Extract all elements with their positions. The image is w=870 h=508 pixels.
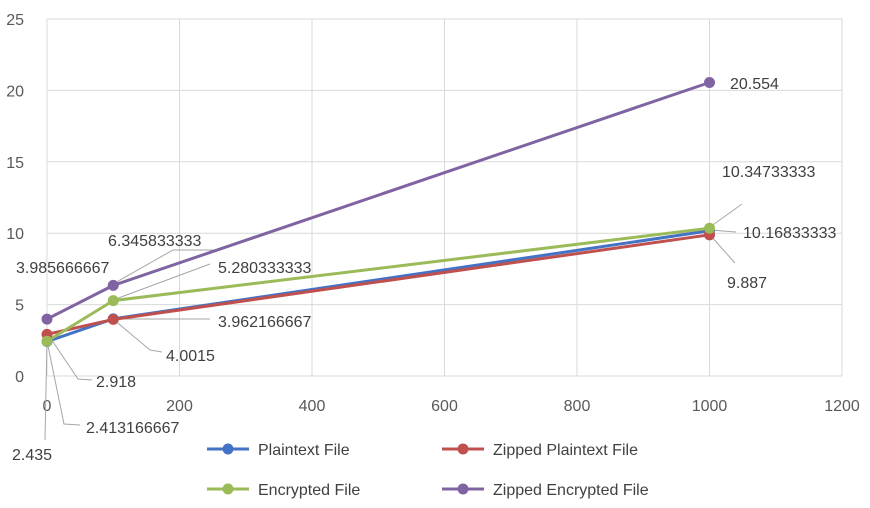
legend-item: Zipped Encrypted File — [442, 482, 649, 499]
leader-line — [112, 263, 211, 301]
data-point — [41, 335, 53, 347]
data-label: 3.985666667 — [16, 260, 110, 277]
leader-line — [709, 234, 736, 264]
data-label: 20.554 — [730, 76, 779, 93]
data-point — [704, 76, 715, 88]
data-point — [704, 222, 715, 234]
x-tick-label: 400 — [299, 398, 326, 415]
y-tick-label: 20 — [6, 83, 24, 100]
data-label: 2.413166667 — [86, 420, 180, 437]
data-label: 9.887 — [727, 275, 767, 292]
data-label: 10.34733333 — [722, 164, 816, 181]
x-tick-label: 600 — [431, 398, 458, 415]
data-point — [107, 313, 119, 325]
legend-label: Encrypted File — [258, 482, 360, 499]
x-tick-label: 0 — [43, 398, 52, 415]
leader-line — [44, 340, 48, 441]
data-label: 4.0015 — [166, 348, 215, 365]
leader-line — [112, 318, 163, 353]
y-tick-label: 15 — [6, 155, 24, 172]
data-point — [107, 295, 119, 307]
legend-item: Zipped Plaintext File — [442, 442, 638, 459]
axis-ticks: 0 5 10 15 20 25 0 200 400 600 800 1000 1200 — [6, 12, 860, 415]
legend-item: Plaintext File — [207, 442, 350, 459]
leader-line — [46, 332, 93, 381]
series-markers — [41, 76, 715, 348]
data-labels: 2.413166667 4.0015 10.16833333 2.918 3.96216… — [12, 76, 837, 464]
label-leader-lines — [44, 203, 743, 441]
gridlines — [46, 18, 843, 377]
legend-swatch-marker — [222, 443, 234, 455]
leader-line — [46, 340, 81, 426]
legend-swatch-marker — [222, 483, 234, 495]
data-point — [107, 279, 119, 291]
legend-label: Plaintext File — [258, 442, 350, 459]
legend: Plaintext File Zipped Plaintext File Encry… — [207, 442, 649, 499]
series-lines — [46, 81, 710, 343]
x-tick-label: 1000 — [692, 398, 728, 415]
data-label: 2.918 — [96, 374, 136, 391]
y-tick-label: 10 — [6, 226, 24, 243]
leader-line — [112, 249, 216, 285]
legend-swatch-marker — [457, 443, 469, 455]
x-tick-label: 1200 — [824, 398, 860, 415]
data-label: 6.345833333 — [108, 233, 202, 250]
data-label: 5.280333333 — [218, 260, 312, 277]
data-label: 2.435 — [12, 447, 52, 464]
y-tick-label: 25 — [6, 12, 24, 29]
legend-label: Zipped Encrypted File — [493, 482, 649, 499]
leader-line — [709, 203, 743, 228]
data-label: 10.16833333 — [743, 225, 837, 242]
y-tick-label: 5 — [15, 298, 24, 315]
legend-item: Encrypted File — [207, 482, 360, 499]
data-label: 3.962166667 — [218, 314, 312, 331]
series-line-3 — [46, 81, 710, 321]
legend-swatch-marker — [457, 483, 469, 495]
x-tick-label: 800 — [564, 398, 591, 415]
legend-label: Zipped Plaintext File — [493, 442, 638, 459]
y-tick-label: 0 — [15, 369, 24, 386]
data-point — [41, 313, 53, 325]
x-tick-label: 200 — [166, 398, 193, 415]
